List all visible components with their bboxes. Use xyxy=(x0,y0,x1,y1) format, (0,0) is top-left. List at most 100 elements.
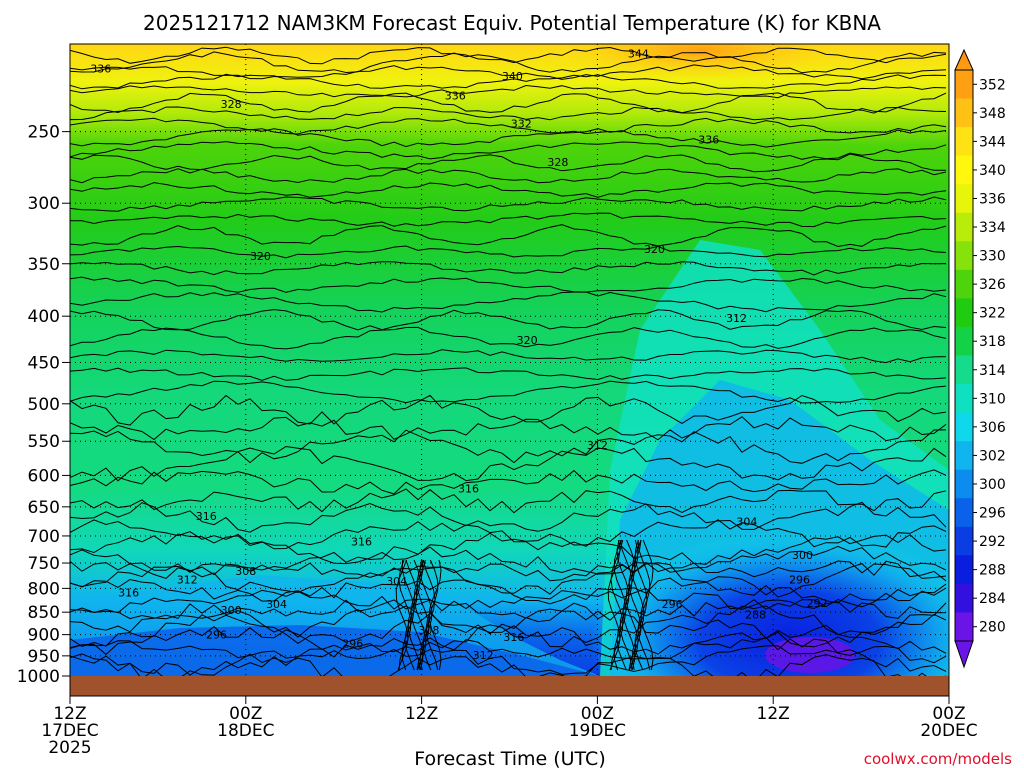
x-tick-label: 20DEC xyxy=(920,721,977,741)
contour-label: 320 xyxy=(517,334,538,347)
contour-line xyxy=(70,653,947,676)
ground xyxy=(70,676,949,696)
contour-line xyxy=(407,559,421,671)
contour-line xyxy=(637,539,651,671)
contour-line xyxy=(619,539,633,671)
colorbar-swatch xyxy=(955,355,973,385)
colorbar-label: 296 xyxy=(979,506,1006,522)
colorbar-swatch xyxy=(955,583,973,613)
y-tick-label: 550 xyxy=(28,432,60,452)
contour-line xyxy=(70,128,947,148)
contour-line xyxy=(622,539,636,671)
y-tick-label: 500 xyxy=(28,395,60,415)
x-tick-label: 00Z xyxy=(581,704,614,724)
colorbar-label: 302 xyxy=(979,448,1006,464)
contour-label: 300 xyxy=(221,604,242,617)
contour-line xyxy=(70,624,947,656)
colorbar-swatch xyxy=(955,326,973,356)
x-axis-label: Forecast Time (UTC) xyxy=(414,748,605,768)
x-tick-label: 00Z xyxy=(932,704,965,724)
plot-area: 344 336 340 336 328 332 336 328 320 320 312 320 312 3… xyxy=(70,44,949,676)
contour-line xyxy=(70,224,947,248)
y-tick-label: 400 xyxy=(28,307,60,327)
contour-label: 316 xyxy=(118,586,139,599)
x-tick-label: 12Z xyxy=(405,704,438,724)
colorbar-swatch xyxy=(955,526,973,556)
contour-label: 336 xyxy=(90,63,111,76)
contour-line xyxy=(422,559,436,671)
x-tick-label: 00Z xyxy=(229,704,262,724)
contour-label: 304 xyxy=(266,598,287,611)
colorbar-swatch xyxy=(955,555,973,585)
colorbar-label: 314 xyxy=(979,363,1006,379)
colorbar-swatch xyxy=(955,498,973,528)
contour-line xyxy=(70,394,947,426)
contour-line xyxy=(70,168,947,184)
colorbar-label: 292 xyxy=(979,534,1006,550)
contour-label: 296 xyxy=(206,629,227,642)
colorbar: 352 348 344 340 336 334 330 326 322 318 314 310 306 3… xyxy=(954,48,1006,669)
contour-line xyxy=(70,326,947,350)
contour-line xyxy=(70,51,947,74)
contour-line xyxy=(70,276,947,293)
y-tick-label: 750 xyxy=(28,554,60,574)
colorbar-swatch xyxy=(955,441,973,471)
colorbar-swatch xyxy=(955,384,973,414)
cold-core xyxy=(765,637,855,673)
contour-label: 296 xyxy=(342,637,363,650)
contour-line xyxy=(70,141,947,160)
contour-line xyxy=(70,212,947,228)
contour-label: 328 xyxy=(547,156,568,169)
contour-line xyxy=(70,106,947,121)
colorbar-swatch xyxy=(955,184,973,214)
y-tick-label: 300 xyxy=(28,194,60,214)
colorbar-label: 352 xyxy=(979,77,1006,93)
contour-line xyxy=(70,519,947,551)
colorbar-swatch xyxy=(955,98,973,128)
colorbar-swatch xyxy=(955,127,973,157)
contour-line xyxy=(70,560,947,582)
contour-line xyxy=(428,559,442,671)
contour-label: 304 xyxy=(386,575,407,588)
contour-line xyxy=(70,429,947,464)
colorbar-label: 326 xyxy=(979,277,1006,293)
contour-lines xyxy=(70,46,947,676)
colorbar-swatch xyxy=(955,269,973,299)
contour-line xyxy=(634,539,648,671)
contour-label: 316 xyxy=(351,536,372,549)
contour-line xyxy=(70,92,947,114)
contour-label: 316 xyxy=(503,631,524,644)
contour-label: 296 xyxy=(789,573,810,586)
colorbar-label: 288 xyxy=(979,563,1006,579)
contour-line xyxy=(70,532,947,565)
contour-line xyxy=(70,182,947,198)
contour-line xyxy=(70,469,947,495)
x-tick-label: 12Z xyxy=(53,704,86,724)
x-tick-label: 17DEC xyxy=(41,721,98,741)
contour-label: 316 xyxy=(458,482,479,495)
contour-line xyxy=(416,559,430,671)
y-axis: 250 300 350 400 450 500 550 600 650 700 750 800 850 9… xyxy=(17,123,70,687)
contour-line xyxy=(70,445,947,482)
contour-line xyxy=(70,309,947,331)
x-tick-label: 19DEC xyxy=(569,721,626,741)
contour-line xyxy=(70,153,946,173)
gridlines xyxy=(70,44,949,676)
y-tick-label: 1000 xyxy=(17,667,60,687)
contour-line xyxy=(70,261,947,276)
colorbar-swatch xyxy=(955,612,973,642)
contour-label: 320 xyxy=(644,243,665,256)
contour-label: 328 xyxy=(221,98,242,111)
contour-line xyxy=(640,539,654,671)
contour-line xyxy=(70,84,947,99)
contour-label: 336 xyxy=(698,133,719,146)
colorbar-swatch xyxy=(955,70,973,100)
x-tick-label: 12Z xyxy=(757,704,790,724)
contour-line xyxy=(70,117,947,135)
contour-line xyxy=(70,245,947,259)
colorbar-label: 348 xyxy=(979,106,1006,122)
contour-label: 320 xyxy=(250,250,271,263)
contour-line xyxy=(70,602,947,638)
plot-frame xyxy=(69,43,950,697)
